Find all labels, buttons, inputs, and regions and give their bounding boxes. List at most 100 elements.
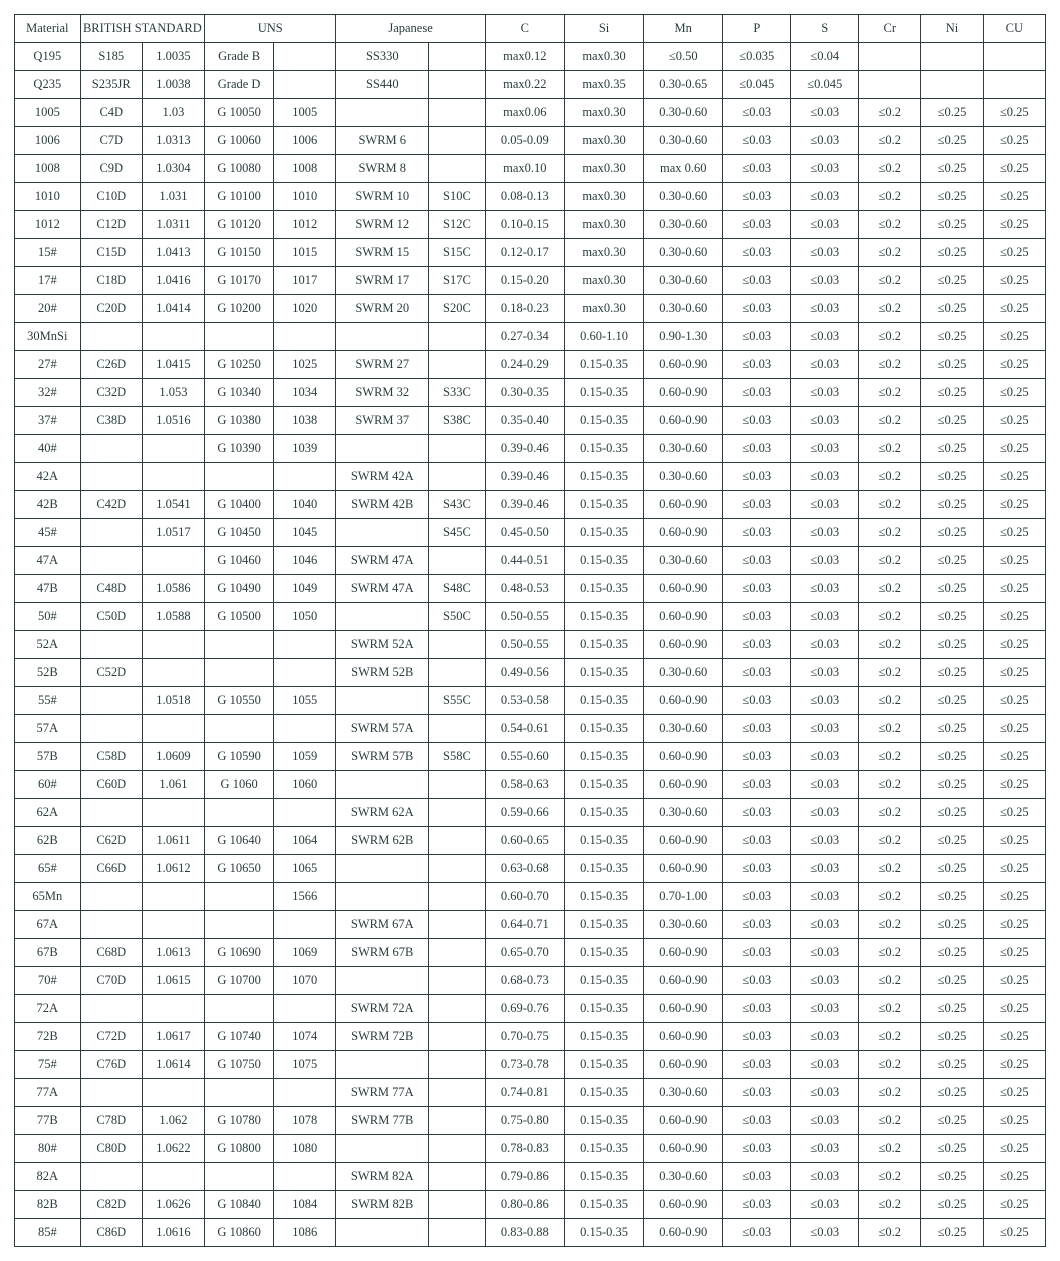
- table-cell: 0.15-0.35: [564, 1135, 643, 1163]
- table-cell: 1.0516: [142, 407, 204, 435]
- table-cell: ≤0.03: [723, 743, 791, 771]
- table-cell: [429, 547, 486, 575]
- table-cell: C86D: [80, 1219, 142, 1247]
- table-cell: max0.30: [564, 127, 643, 155]
- table-cell: 1.0617: [142, 1023, 204, 1051]
- table-cell: 0.15-0.35: [564, 827, 643, 855]
- table-cell: ≤0.03: [791, 1163, 859, 1191]
- table-cell: 1012: [274, 211, 336, 239]
- table-cell: [429, 43, 486, 71]
- table-cell: 0.60-0.90: [644, 827, 723, 855]
- table-cell: ≤0.25: [983, 519, 1045, 547]
- table-cell: 0.15-0.35: [564, 1163, 643, 1191]
- table-cell: [142, 323, 204, 351]
- table-cell: Grade D: [205, 71, 274, 99]
- table-cell: 0.15-0.35: [564, 603, 643, 631]
- table-cell: ≤0.03: [791, 1107, 859, 1135]
- table-cell: SWRM 72A: [336, 995, 429, 1023]
- table-row: 82ASWRM 82A0.79-0.860.15-0.350.30-0.60≤0…: [15, 1163, 1046, 1191]
- table-cell: ≤0.25: [983, 631, 1045, 659]
- table-cell: 57A: [15, 715, 81, 743]
- table-cell: ≤0.03: [723, 211, 791, 239]
- table-cell: 0.68-0.73: [485, 967, 564, 995]
- table-cell: 0.15-0.35: [564, 995, 643, 1023]
- table-cell: ≤0.25: [983, 127, 1045, 155]
- table-cell: 42A: [15, 463, 81, 491]
- table-row: 52BC52DSWRM 52B0.49-0.560.15-0.350.30-0.…: [15, 659, 1046, 687]
- table-cell: 1.0611: [142, 827, 204, 855]
- table-cell: [274, 911, 336, 939]
- table-cell: [142, 911, 204, 939]
- table-cell: 60#: [15, 771, 81, 799]
- table-cell: 0.60-0.90: [644, 351, 723, 379]
- table-cell: ≤0.03: [723, 127, 791, 155]
- table-cell: ≤0.03: [723, 715, 791, 743]
- table-row: 57BC58D1.0609G 105901059SWRM 57BS58C0.55…: [15, 743, 1046, 771]
- table-row: 62ASWRM 62A0.59-0.660.15-0.350.30-0.60≤0…: [15, 799, 1046, 827]
- table-cell: 0.60-0.90: [644, 1023, 723, 1051]
- table-cell: SWRM 57B: [336, 743, 429, 771]
- table-cell: 0.15-0.35: [564, 743, 643, 771]
- table-cell: [205, 463, 274, 491]
- table-cell: 0.60-0.90: [644, 1107, 723, 1135]
- table-cell: [336, 323, 429, 351]
- table-cell: ≤0.25: [921, 631, 983, 659]
- table-cell: SWRM 37: [336, 407, 429, 435]
- table-cell: ≤0.2: [859, 631, 921, 659]
- table-cell: 1078: [274, 1107, 336, 1135]
- table-cell: ≤0.2: [859, 351, 921, 379]
- table-cell: 0.60-1.10: [564, 323, 643, 351]
- table-cell: ≤0.25: [983, 715, 1045, 743]
- table-cell: [80, 715, 142, 743]
- table-row: 77ASWRM 77A0.74-0.810.15-0.350.30-0.60≤0…: [15, 1079, 1046, 1107]
- table-cell: 70#: [15, 967, 81, 995]
- table-cell: 0.15-0.35: [564, 1219, 643, 1247]
- table-cell: ≤0.03: [791, 1079, 859, 1107]
- table-cell: max0.30: [564, 155, 643, 183]
- table-cell: ≤0.25: [921, 127, 983, 155]
- table-cell: [429, 799, 486, 827]
- table-cell: C10D: [80, 183, 142, 211]
- table-cell: ≤0.03: [723, 883, 791, 911]
- table-cell: 0.15-0.35: [564, 1079, 643, 1107]
- table-cell: [80, 995, 142, 1023]
- table-cell: ≤0.25: [921, 799, 983, 827]
- table-cell: ≤0.2: [859, 967, 921, 995]
- table-cell: ≤0.03: [791, 351, 859, 379]
- table-row: 82BC82D1.0626G 108401084SWRM 82B0.80-0.8…: [15, 1191, 1046, 1219]
- table-cell: G 10460: [205, 547, 274, 575]
- table-cell: 62A: [15, 799, 81, 827]
- table-cell: 0.60-0.90: [644, 855, 723, 883]
- table-cell: [429, 435, 486, 463]
- table-cell: 1049: [274, 575, 336, 603]
- table-cell: 1.0613: [142, 939, 204, 967]
- table-cell: ≤0.03: [723, 939, 791, 967]
- table-cell: SWRM 15: [336, 239, 429, 267]
- table-cell: [429, 71, 486, 99]
- table-cell: G 10050: [205, 99, 274, 127]
- table-cell: ≤0.25: [983, 351, 1045, 379]
- table-cell: [429, 1163, 486, 1191]
- table-cell: 0.49-0.56: [485, 659, 564, 687]
- table-cell: 0.55-0.60: [485, 743, 564, 771]
- table-cell: 0.74-0.81: [485, 1079, 564, 1107]
- table-cell: [80, 463, 142, 491]
- table-cell: ≤0.2: [859, 743, 921, 771]
- table-cell: 0.78-0.83: [485, 1135, 564, 1163]
- table-cell: G 10200: [205, 295, 274, 323]
- table-cell: C70D: [80, 967, 142, 995]
- table-cell: [205, 883, 274, 911]
- table-cell: [429, 911, 486, 939]
- table-cell: G 10640: [205, 827, 274, 855]
- table-cell: SWRM 67A: [336, 911, 429, 939]
- table-cell: S55C: [429, 687, 486, 715]
- table-cell: 40#: [15, 435, 81, 463]
- table-cell: ≤0.03: [791, 435, 859, 463]
- table-cell: [142, 1163, 204, 1191]
- table-cell: ≤0.2: [859, 1107, 921, 1135]
- table-cell: ≤0.03: [791, 911, 859, 939]
- table-cell: 0.18-0.23: [485, 295, 564, 323]
- table-cell: 0.60-0.90: [644, 967, 723, 995]
- table-cell: ≤0.03: [791, 379, 859, 407]
- table-cell: [429, 715, 486, 743]
